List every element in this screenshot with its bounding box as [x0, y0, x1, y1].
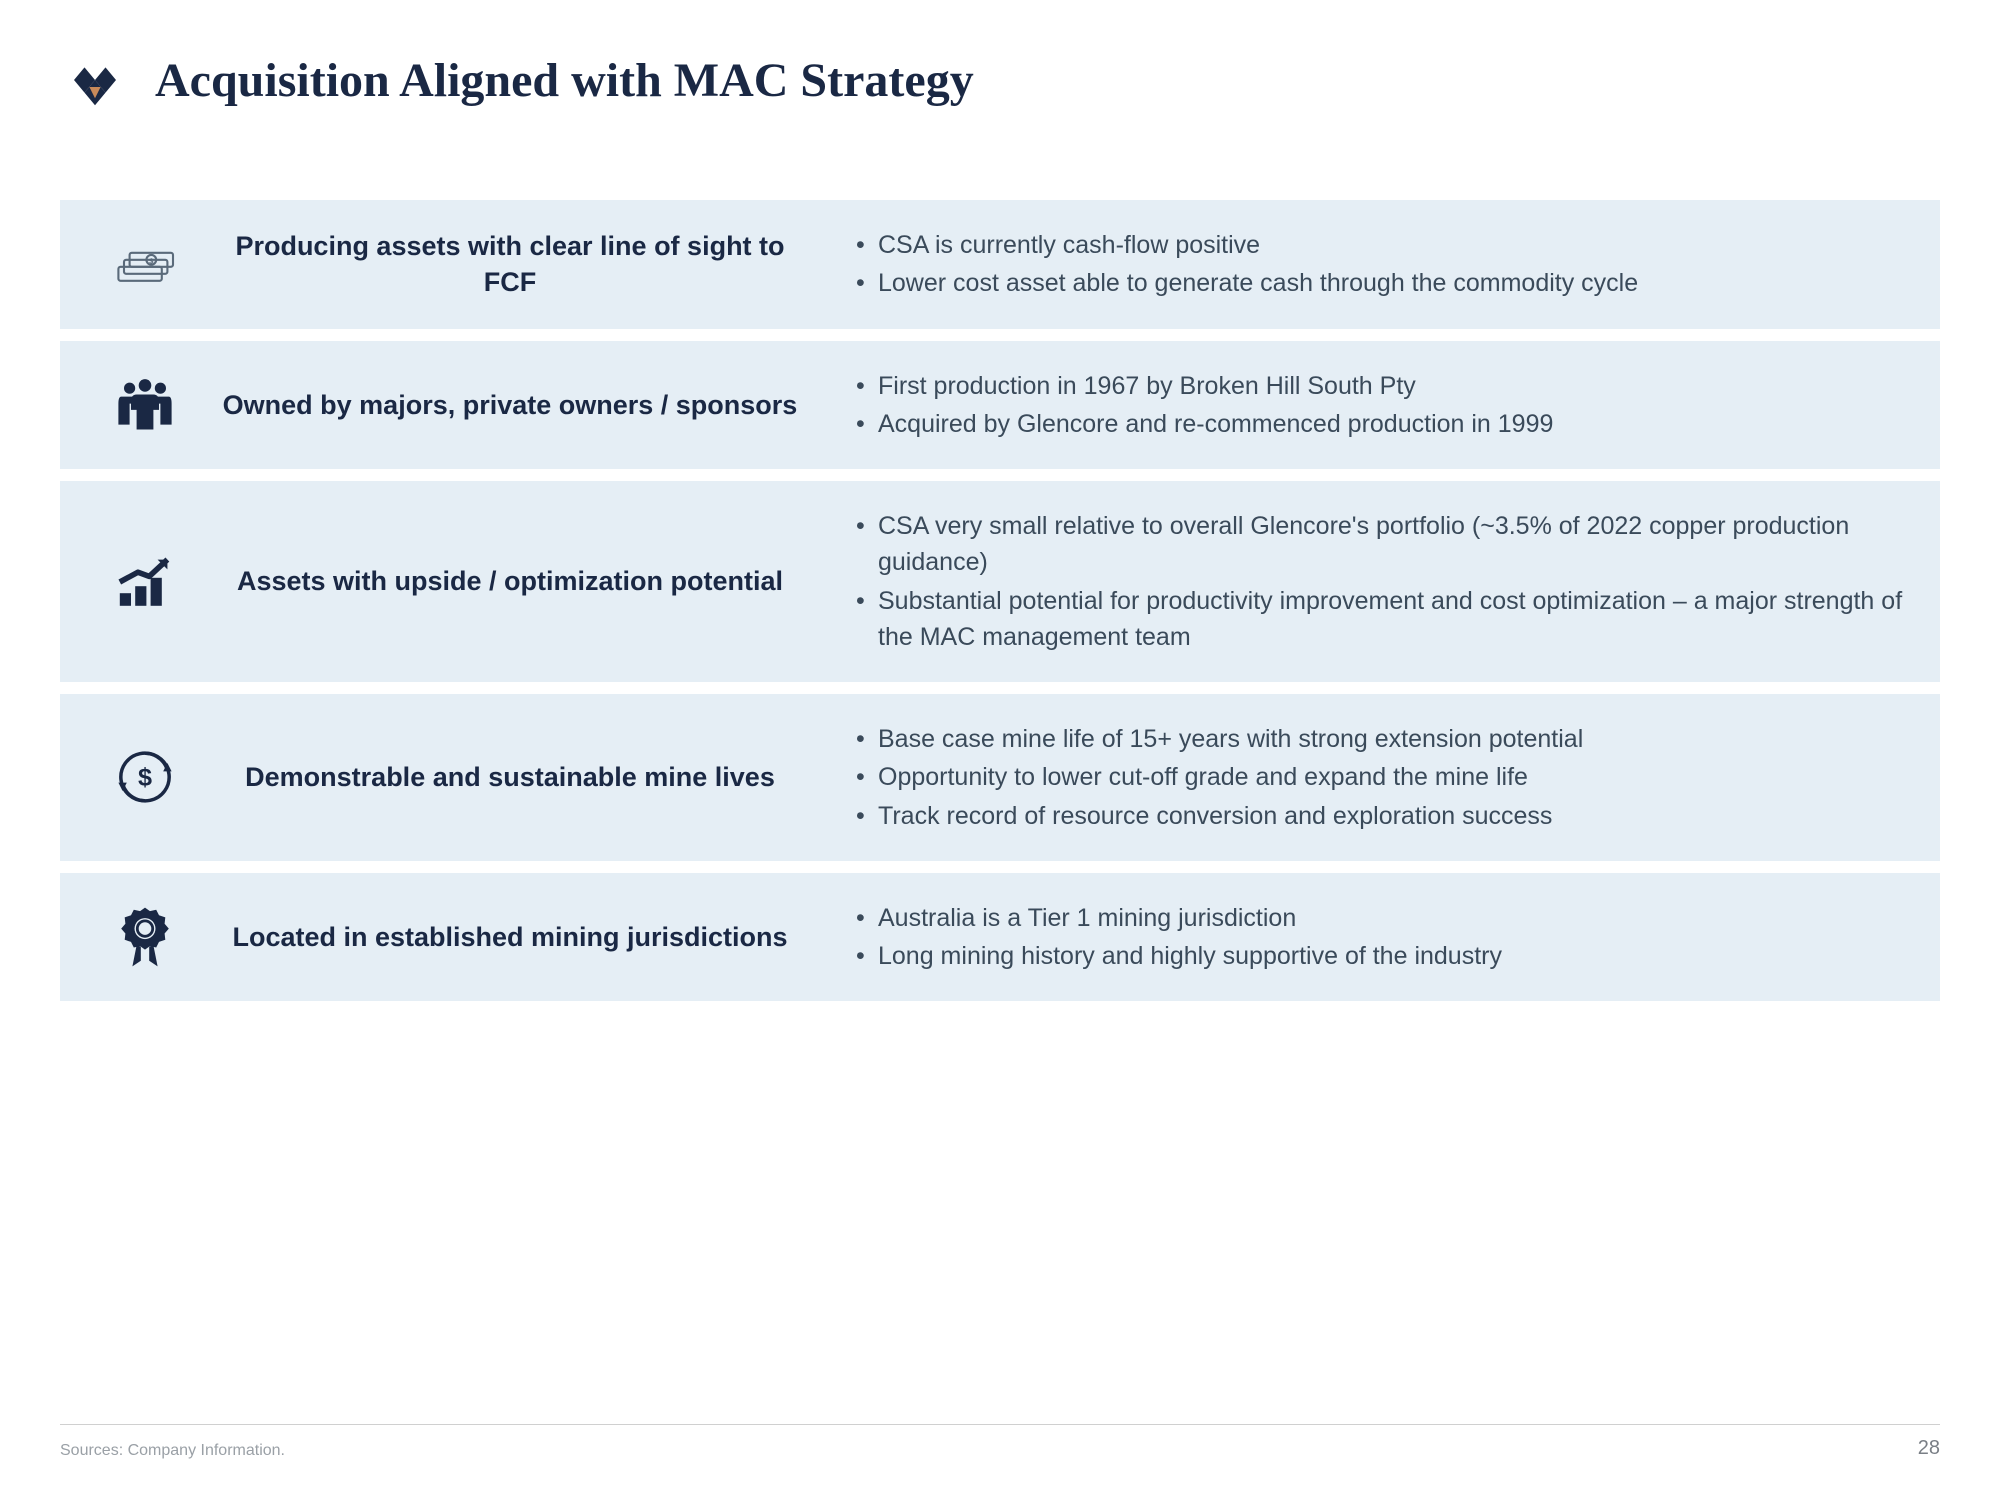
row-bullets: CSA very small relative to overall Glenc…: [820, 506, 1910, 657]
bullet-item: Acquired by Glencore and re-commenced pr…: [850, 406, 1910, 442]
bullet-item: Substantial potential for productivity i…: [850, 583, 1910, 656]
row-label: Located in established mining jurisdicti…: [200, 919, 820, 955]
table-row: Located in established mining jurisdicti…: [60, 873, 1940, 1002]
bullet-item: Track record of resource conversion and …: [850, 798, 1910, 834]
company-logo-icon: [60, 50, 130, 110]
svg-text:$: $: [149, 257, 154, 266]
row-label: Demonstrable and sustainable mine lives: [200, 759, 820, 795]
row-bullets: First production in 1967 by Broken Hill …: [820, 366, 1910, 445]
slide-header: Acquisition Aligned with MAC Strategy: [60, 50, 1940, 110]
svg-text:$: $: [138, 764, 152, 792]
bullet-item: First production in 1967 by Broken Hill …: [850, 368, 1910, 404]
people-group-icon: [90, 370, 200, 440]
bullet-item: CSA is currently cash-flow positive: [850, 227, 1910, 263]
slide: Acquisition Aligned with MAC Strategy $ …: [0, 0, 2000, 1500]
dollar-cycle-icon: $: [90, 742, 200, 812]
row-label: Owned by majors, private owners / sponso…: [200, 387, 820, 423]
bullet-item: Lower cost asset able to generate cash t…: [850, 265, 1910, 301]
bullet-item: Australia is a Tier 1 mining jurisdictio…: [850, 900, 1910, 936]
row-label: Assets with upside / optimization potent…: [200, 563, 820, 599]
growth-chart-icon: [90, 547, 200, 617]
row-bullets: Base case mine life of 15+ years with st…: [820, 719, 1910, 836]
sources-text: Sources: Company Information.: [60, 1442, 285, 1460]
table-row: $ Producing assets with clear line of si…: [60, 200, 1940, 329]
strategy-table: $ Producing assets with clear line of si…: [60, 200, 1940, 1384]
cash-stack-icon: $: [90, 229, 200, 299]
row-bullets: CSA is currently cash-flow positive Lowe…: [820, 225, 1910, 304]
bullet-item: Long mining history and highly supportiv…: [850, 938, 1910, 974]
table-row: $ Demonstrable and sustainable mine live…: [60, 694, 1940, 861]
row-label: Producing assets with clear line of sigh…: [200, 228, 820, 301]
table-row: Owned by majors, private owners / sponso…: [60, 341, 1940, 470]
award-ribbon-icon: [90, 902, 200, 972]
page-title: Acquisition Aligned with MAC Strategy: [155, 53, 974, 108]
row-bullets: Australia is a Tier 1 mining jurisdictio…: [820, 898, 1910, 977]
slide-footer: Sources: Company Information. 28: [60, 1424, 1940, 1460]
page-number: 28: [1918, 1437, 1940, 1460]
bullet-item: Opportunity to lower cut-off grade and e…: [850, 759, 1910, 795]
bullet-item: CSA very small relative to overall Glenc…: [850, 508, 1910, 581]
table-row: Assets with upside / optimization potent…: [60, 481, 1940, 682]
bullet-item: Base case mine life of 15+ years with st…: [850, 721, 1910, 757]
